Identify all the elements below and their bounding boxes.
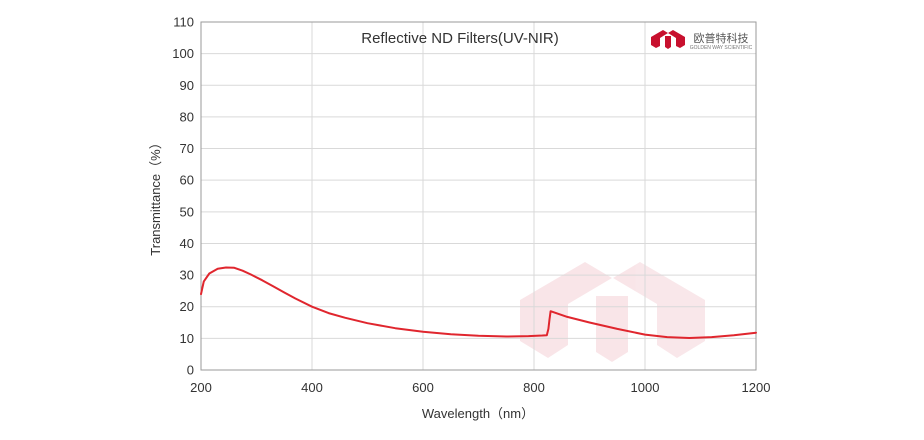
y-tick-label: 0 [187,363,194,378]
brand-name-cn: 欧普特科技 [694,31,749,45]
x-tick-labels: 200 400 600 800 1000 1200 [190,380,770,395]
x-tick-label: 200 [190,380,212,395]
x-tick-label: 1200 [742,380,771,395]
x-axis-title: Wavelength（nm） [422,406,534,421]
y-tick-labels: 0 10 20 30 40 50 60 70 80 90 100 110 [172,15,194,378]
y-axis-title: Transmittance（%） [148,136,163,255]
y-tick-label: 60 [180,173,194,188]
y-tick-label: 40 [180,236,194,251]
brand-mark-icon [651,30,685,49]
x-tick-label: 600 [412,380,434,395]
transmittance-curve [200,266,757,339]
y-tick-label: 80 [180,109,194,124]
y-tick-label: 110 [173,15,194,30]
chart-title: Reflective ND Filters(UV-NIR) [361,30,559,47]
y-tick-label: 50 [180,204,194,219]
x-tick-label: 1000 [631,380,660,395]
y-tick-label: 30 [180,268,194,283]
y-tick-label: 90 [180,78,194,93]
y-tick-label: 100 [172,46,194,61]
x-tick-label: 400 [301,380,323,395]
y-tick-label: 70 [180,141,194,156]
x-tick-label: 800 [523,380,545,395]
brand-logo: 欧普特科技 GOLDEN WAY SCIENTIFIC [651,30,753,51]
plot-frame [200,21,757,371]
y-tick-label: 10 [180,331,194,346]
watermark-logo [520,262,705,362]
brand-name-en: GOLDEN WAY SCIENTIFIC [690,45,753,51]
y-tick-label: 20 [180,299,194,314]
